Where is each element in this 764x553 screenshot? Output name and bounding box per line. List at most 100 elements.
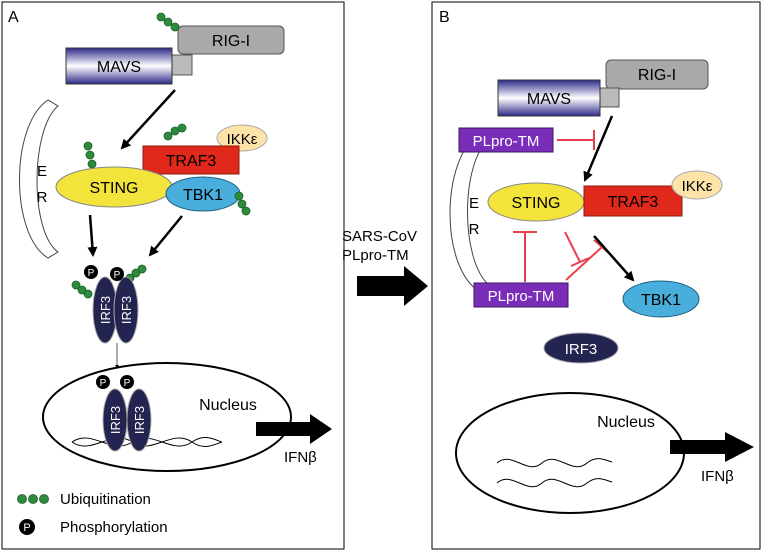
transition: SARS-CoV PLpro-TM [342, 228, 428, 306]
er-letter-e: E [469, 195, 479, 212]
dna-strand [71, 437, 223, 447]
transition-line1: SARS-CoV [342, 228, 417, 245]
mavs-shape [497, 79, 601, 117]
mavs-connector [171, 54, 193, 76]
sting-label: STING [90, 180, 139, 197]
inhibition-line [557, 130, 595, 150]
legend-phosphorylation: Phosphorylation [60, 519, 168, 536]
mavs-label: MAVS [527, 91, 571, 108]
ubiquitin-chain [71, 264, 147, 299]
arrow-tbk1-irf3 [148, 215, 183, 257]
irf3-label: IRF3 [108, 406, 123, 434]
plpro-tm-label: PLpro-TM [473, 133, 540, 150]
irf3-label: IRF3 [565, 341, 598, 358]
sting-node: STING [55, 166, 173, 208]
plpro-tm-shape [458, 127, 554, 153]
nucleus-shape [42, 362, 292, 472]
irf3-label: IRF3 [119, 296, 134, 324]
ubiquitin-legend-icon [17, 494, 49, 504]
panel-b-label: B [439, 9, 450, 26]
ubiquitin-chain [163, 123, 187, 141]
phospho-icon [110, 267, 124, 281]
er-letter-e: E [37, 163, 47, 180]
rig-i-node: RIG-I [177, 25, 285, 55]
mavs-shape [65, 47, 173, 85]
er-membrane [449, 131, 491, 293]
panel-b-frame [431, 1, 761, 550]
ifnb-label: IFNβ [284, 449, 317, 466]
traf3-shape [583, 185, 683, 217]
irf3-node: IRF3 [543, 332, 619, 364]
tbk1-node: TBK1 [165, 176, 241, 212]
irf3-label: IRF3 [98, 296, 113, 324]
phospho-p: P [114, 270, 121, 281]
plpro-tm-shape [473, 282, 569, 308]
nucleus-shape [455, 392, 685, 514]
er-membrane [19, 99, 59, 259]
irf3-shape [543, 332, 619, 364]
mavs-label: MAVS [97, 59, 141, 76]
ubiquitin-chain [83, 141, 97, 169]
phospho-p: P [88, 268, 95, 279]
er-letter-r: R [469, 221, 480, 238]
arrow-sting-tbk1 [593, 235, 635, 282]
panel-a-frame [1, 1, 345, 550]
mavs-node: MAVS [65, 47, 193, 85]
nucleus-label: Nucleus [597, 414, 655, 431]
rig-i-shape [605, 59, 709, 90]
ikk-shape [671, 170, 723, 200]
sting-label: STING [512, 195, 561, 212]
ikk-shape [216, 124, 268, 152]
dna-strand [496, 478, 613, 488]
phospho-p: P [124, 378, 131, 389]
irf3-monomer [126, 388, 152, 452]
ifnb-arrow [256, 414, 332, 444]
plpro-tm-node: PLpro-TM [458, 127, 554, 153]
ikk-node: IKKε [216, 124, 268, 152]
arrow-mavs-sting [120, 89, 176, 150]
ifnb-arrow [670, 432, 754, 462]
ikk-node: IKKε [671, 170, 723, 200]
phospho-icon [120, 375, 134, 389]
irf3-monomer [113, 276, 139, 344]
tbk1-label: TBK1 [641, 292, 681, 309]
traf3-label: TRAF3 [608, 194, 659, 211]
inhibition-line [513, 231, 537, 282]
phospho-legend-p: P [23, 522, 30, 534]
ikk-label: IKKε [227, 131, 258, 148]
irf3-dimer-nucleus: IRF3 IRF3 P P [96, 375, 152, 452]
phospho-p: P [100, 378, 107, 389]
transition-arrow [357, 266, 428, 306]
plpro-tm-label: PLpro-TM [488, 288, 555, 305]
phospho-icon [84, 265, 98, 279]
phospho-icon [96, 375, 110, 389]
ubiquitin-chain [234, 191, 251, 216]
traf3-label: TRAF3 [166, 153, 217, 170]
panel-a: A RIG-I MAVS E R [1, 1, 345, 550]
sting-node: STING [487, 182, 585, 222]
arrow-mavs-sting [583, 115, 614, 182]
tbk1-node: TBK1 [622, 280, 700, 318]
tbk1-shape [622, 280, 700, 318]
rig-i-label: RIG-I [212, 33, 250, 50]
mavs-node: MAVS [497, 79, 620, 117]
inhibition-line [564, 231, 590, 267]
ikk-label: IKKε [682, 178, 713, 195]
traf3-shape [142, 145, 240, 175]
legend-ubiquitination: Ubiquitination [60, 491, 151, 508]
ifnb-label: IFNβ [701, 468, 734, 485]
irf3-label: IRF3 [132, 406, 147, 434]
traf3-node: TRAF3 [142, 145, 240, 175]
dna-strand [496, 458, 613, 468]
arrow-sting-irf3 [87, 214, 98, 257]
rig-i-node: RIG-I [605, 59, 709, 90]
er-letter-r: R [37, 189, 48, 206]
nucleus-label: Nucleus [199, 397, 257, 414]
rig-i-label: RIG-I [638, 67, 676, 84]
ubiquitin-chain [156, 12, 180, 32]
traf3-node: TRAF3 [583, 185, 683, 217]
dna-strand [71, 437, 223, 447]
legend: Ubiquitination P Phosphorylation [17, 491, 168, 536]
transition-line2: PLpro-TM [342, 247, 409, 264]
irf3-dimer: IRF3 IRF3 P P [71, 264, 147, 344]
